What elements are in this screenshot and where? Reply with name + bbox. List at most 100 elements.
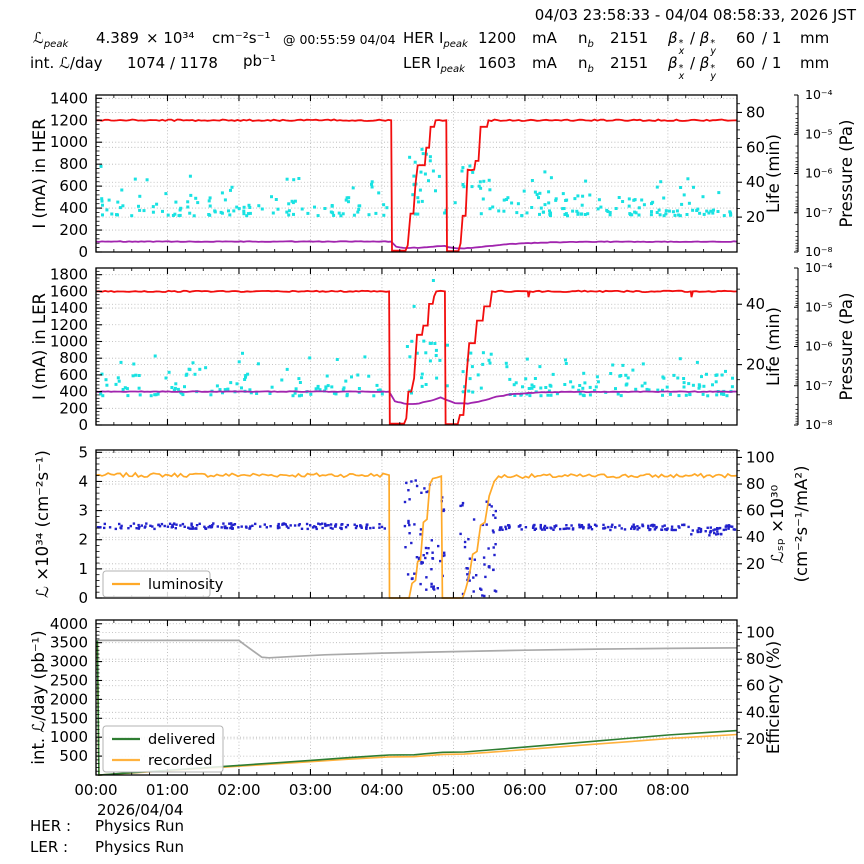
- int-lum-label: int. ℒ/day: [30, 54, 103, 72]
- svg-text:1000: 1000: [50, 133, 88, 151]
- svg-text:2000: 2000: [50, 690, 88, 708]
- svg-text:luminosity: luminosity: [148, 577, 224, 593]
- legend-box: [102, 570, 211, 598]
- svg-text:recorded: recorded: [148, 753, 212, 769]
- ler-pressure-line: [95, 390, 738, 405]
- her-current-units: mA: [532, 29, 557, 47]
- svg-text:Pressure (Pa): Pressure (Pa): [837, 120, 856, 228]
- her-beta-y-value: / 1: [762, 29, 782, 47]
- svg-text:int. ℒ/day (pb⁻¹): int. ℒ/day (pb⁻¹): [29, 630, 48, 764]
- svg-text:100: 100: [746, 624, 775, 642]
- svg-text:4: 4: [78, 472, 88, 490]
- svg-text:60: 60: [746, 677, 765, 695]
- svg-text:1000: 1000: [50, 728, 88, 746]
- svg-text:1800: 1800: [50, 266, 88, 284]
- svg-text:10⁻⁶: 10⁻⁶: [805, 339, 833, 354]
- specific-luminosity-scatter: [96, 479, 737, 598]
- svg-text:10⁻⁶: 10⁻⁶: [805, 166, 833, 181]
- svg-text:20: 20: [746, 730, 765, 748]
- svg-text:10⁻⁴: 10⁻⁴: [805, 87, 833, 102]
- svg-text:600: 600: [59, 177, 88, 195]
- her-current-line: [95, 118, 738, 252]
- svg-text:1: 1: [78, 560, 88, 578]
- svg-text:200: 200: [59, 221, 88, 239]
- her-beta-x-value: 60: [736, 29, 756, 47]
- svg-text:3000: 3000: [50, 653, 88, 671]
- svg-text:40: 40: [746, 295, 765, 313]
- svg-text:3: 3: [78, 502, 88, 520]
- ler-beta-y-value: / 1: [762, 54, 782, 72]
- svg-text:02:00: 02:00: [217, 781, 260, 799]
- her-nb-value: 2151: [610, 29, 649, 47]
- svg-text:05:00: 05:00: [432, 781, 475, 799]
- svg-text:0: 0: [78, 589, 88, 607]
- her-run-status: Physics Run: [95, 817, 185, 835]
- svg-text:40: 40: [746, 703, 765, 721]
- ler-run-label: LER :: [30, 838, 69, 856]
- luminosity-line: [95, 471, 738, 599]
- svg-text:Efficiency (%): Efficiency (%): [764, 641, 783, 754]
- svg-text:5: 5: [78, 443, 88, 461]
- her-ipeak-label: HER Ipeak: [403, 29, 468, 50]
- svg-text:10⁻⁵: 10⁻⁵: [805, 299, 833, 314]
- svg-text:400: 400: [59, 199, 88, 217]
- ler-current-line: [95, 289, 738, 426]
- svg-text:10⁻⁷: 10⁻⁷: [805, 378, 833, 393]
- her-run-label: HER :: [30, 817, 72, 835]
- ler-run-status: Physics Run: [95, 838, 185, 856]
- svg-text:10⁻⁴: 10⁻⁴: [805, 260, 833, 275]
- svg-text:I (mA) in HER: I (mA) in HER: [30, 118, 49, 228]
- svg-text:60: 60: [746, 502, 765, 520]
- her-pressure-line: [95, 240, 738, 250]
- ler-nb-label: nb: [578, 54, 594, 75]
- svg-text:600: 600: [59, 366, 88, 384]
- svg-text:40: 40: [746, 173, 765, 191]
- svg-text:20: 20: [746, 555, 765, 573]
- svg-text:500: 500: [59, 747, 88, 765]
- svg-text:1500: 1500: [50, 709, 88, 727]
- her-beta-units: mm: [800, 29, 830, 47]
- ler-nb-value: 2151: [610, 54, 649, 72]
- svg-text:4000: 4000: [50, 615, 88, 633]
- svg-text:40: 40: [746, 528, 765, 546]
- svg-text:04:00: 04:00: [360, 781, 403, 799]
- lpeak-timestamp: @ 00:55:59 04/04: [283, 32, 396, 47]
- svg-text:10⁻⁸: 10⁻⁸: [805, 417, 833, 432]
- ler-current-units: mA: [532, 54, 557, 72]
- svg-text:10⁻⁸: 10⁻⁸: [805, 244, 833, 259]
- svg-text:08:00: 08:00: [646, 781, 689, 799]
- svg-text:ℒ ×10³⁴ (cm⁻²s⁻¹): ℒ ×10³⁴ (cm⁻²s⁻¹): [33, 450, 52, 598]
- her-lifetime-scatter: [99, 147, 733, 218]
- svg-text:I (mA) in LER: I (mA) in LER: [30, 293, 49, 400]
- svg-text:07:00: 07:00: [575, 781, 618, 799]
- svg-text:20: 20: [746, 356, 765, 374]
- svg-text:400: 400: [59, 383, 88, 401]
- svg-text:Life (min): Life (min): [764, 307, 783, 386]
- lpeak-label: ℒpeak: [33, 29, 69, 50]
- svg-text:800: 800: [59, 349, 88, 367]
- svg-text:1000: 1000: [50, 332, 88, 350]
- svg-text:01:00: 01:00: [146, 781, 189, 799]
- svg-text:100: 100: [746, 448, 775, 466]
- svg-text:00:00: 00:00: [74, 781, 117, 799]
- svg-text:1600: 1600: [50, 282, 88, 300]
- lpeak-value: 4.389: [96, 29, 139, 47]
- ler_current_panel: [95, 267, 738, 426]
- svg-text:ℒₛₚ ×10³⁰: ℒₛₚ ×10³⁰: [768, 484, 787, 563]
- svg-text:delivered: delivered: [148, 732, 215, 748]
- ler-beta-label: β * x / β * y: [668, 54, 716, 82]
- svg-text:60: 60: [746, 138, 765, 156]
- svg-text:80: 80: [746, 103, 765, 121]
- svg-text:200: 200: [59, 399, 88, 417]
- int-lum-value: 1074 / 1178: [127, 54, 218, 72]
- svg-text:1400: 1400: [50, 89, 88, 107]
- ler-beta-x-value: 60: [736, 54, 756, 72]
- svg-text:0: 0: [78, 243, 88, 261]
- int-lum-units: pb⁻¹: [243, 52, 276, 70]
- svg-text:80: 80: [746, 650, 765, 668]
- her-nb-label: nb: [578, 29, 594, 50]
- svg-text:Pressure (Pa): Pressure (Pa): [837, 293, 856, 401]
- integrated_luminosity_panel: [95, 619, 738, 776]
